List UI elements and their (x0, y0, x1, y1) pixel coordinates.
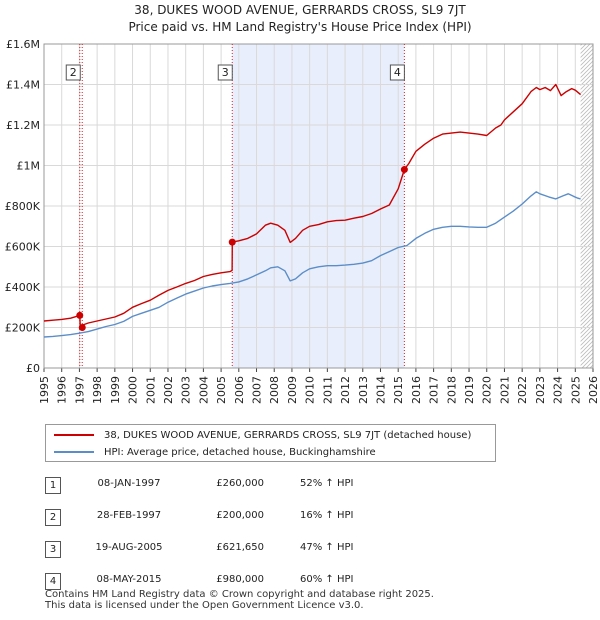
x-tick-label: 2022 (516, 376, 529, 404)
x-tick-label: 2011 (321, 376, 334, 404)
sale-marker (76, 311, 84, 319)
sale-marker (228, 238, 236, 246)
annotation-box: 2 (65, 64, 81, 81)
x-tick-label: 2026 (587, 376, 600, 404)
x-tick-label: 2023 (534, 376, 547, 404)
transaction-hpi-change: 16% ↑ HPI (300, 510, 354, 521)
transaction-hpi-change: 60% ↑ HPI (300, 574, 354, 585)
legend-item-hpi: HPI: Average price, detached house, Buck… (46, 443, 376, 461)
x-tick-label: 2025 (569, 376, 582, 404)
price-chart: £0 £200K £400K £600K £800K £1M £1.2M £1.4M £1.6M… (5, 38, 600, 404)
x-tick-label: 2012 (339, 376, 352, 404)
transaction-number: 3 (45, 541, 61, 558)
x-tick-label: 1998 (91, 376, 104, 404)
x-tick-label: 2021 (498, 376, 511, 404)
x-tick-label: 1995 (38, 376, 51, 404)
series-line-property (43, 83, 582, 329)
y-tick-label: £200K (5, 322, 41, 335)
x-tick-label: 2010 (304, 376, 317, 404)
x-tick-label: 2013 (357, 376, 370, 404)
y-tick-label: £1.2M (6, 119, 40, 132)
y-tick-label: £600K (5, 241, 41, 254)
legend-label-hpi: HPI: Average price, detached house, Buck… (104, 446, 376, 458)
legend-item-property: 38, DUKES WOOD AVENUE, GERRARDS CROSS, S… (46, 426, 471, 444)
transaction-number: 1 (45, 477, 61, 494)
x-tick-label: 2005 (215, 376, 228, 404)
transaction-date: 08-JAN-1997 (97, 478, 161, 489)
transaction-row: 1 08-JAN-1997 £260,000 52% ↑ HPI (45, 470, 445, 502)
transaction-row: 2 28-FEB-1997 £200,000 16% ↑ HPI (45, 502, 445, 534)
series-line-hpi (43, 191, 581, 338)
transaction-date: 28-FEB-1997 (96, 510, 162, 521)
y-tick-label: £1M (17, 160, 41, 173)
y-tick-label: £0 (26, 362, 40, 375)
legend-label-property: 38, DUKES WOOD AVENUE, GERRARDS CROSS, S… (104, 429, 472, 441)
sale-marker (400, 166, 408, 174)
chart-title-line-1: 38, DUKES WOOD AVENUE, GERRARDS CROSS, S… (134, 3, 466, 17)
chart-title: 38, DUKES WOOD AVENUE, GERRARDS CROSS, S… (0, 2, 600, 36)
footer-licence: This data is licensed under the Open Gov… (45, 600, 364, 611)
transaction-price: £621,650 (216, 542, 264, 553)
x-tick-label: 1999 (109, 376, 122, 404)
annotation-box-frame (217, 64, 233, 81)
x-tick-label: 2018 (445, 376, 458, 404)
x-tick-label: 2024 (552, 376, 565, 404)
x-tick-label: 2004 (197, 376, 210, 404)
transaction-price: £980,000 (216, 574, 264, 585)
x-tick-label: 2017 (428, 376, 441, 404)
y-tick-label: £1.6M (6, 38, 40, 51)
annotation-box: 4 (389, 64, 405, 81)
transaction-date: 19-AUG-2005 (95, 542, 163, 553)
transaction-number: 2 (45, 509, 61, 526)
chart-title-line-2: Price paid vs. HM Land Registry's House … (128, 20, 472, 34)
y-tick-label: £800K (5, 200, 41, 213)
annotation-box-frame (389, 64, 405, 81)
transaction-hpi-change: 47% ↑ HPI (300, 542, 354, 553)
annotation-box-label: 2 (70, 66, 77, 79)
transaction-number: 4 (45, 573, 61, 590)
x-tick-label: 2003 (180, 376, 193, 404)
x-tick-label: 2007 (251, 376, 264, 404)
annotation-box-frame (65, 64, 81, 81)
transaction-row: 4 08-MAY-2015 £980,000 60% ↑ HPI (45, 566, 445, 598)
transaction-price: £200,000 (216, 510, 264, 521)
x-tick-label: 2009 (286, 376, 299, 404)
legend-swatch-hpi (54, 451, 94, 453)
x-tick-label: 2016 (410, 376, 423, 404)
legend-swatch-property (54, 434, 94, 436)
annotation-box: 3 (217, 64, 233, 81)
footer: Contains HM Land Registry data © Crown c… (45, 589, 434, 611)
x-tick-label: 2019 (463, 376, 476, 404)
transaction-price: £260,000 (216, 478, 264, 489)
x-tick-label: 2006 (233, 376, 246, 404)
transaction-date: 08-MAY-2015 (96, 574, 162, 585)
x-tick-label: 2015 (392, 376, 405, 404)
x-tick-label: 2001 (144, 376, 157, 404)
y-tick-label: £1.4M (6, 79, 40, 92)
x-tick-label: 2000 (127, 376, 140, 404)
x-tick-label: 1996 (56, 376, 69, 404)
x-tick-label: 2008 (268, 376, 281, 404)
x-tick-label: 1997 (73, 376, 86, 404)
transaction-hpi-change: 52% ↑ HPI (300, 478, 354, 489)
transaction-row: 3 19-AUG-2005 £621,650 47% ↑ HPI (45, 534, 445, 566)
plot-border (43, 43, 594, 369)
footer-copyright: Contains HM Land Registry data © Crown c… (45, 589, 434, 600)
x-tick-label: 2002 (162, 376, 175, 404)
sale-marker (78, 324, 86, 331)
x-tick-label: 2014 (374, 376, 387, 404)
legend: 38, DUKES WOOD AVENUE, GERRARDS CROSS, S… (45, 424, 496, 462)
y-tick-label: £400K (5, 281, 41, 294)
annotation-box-label: 4 (394, 66, 401, 79)
x-tick-label: 2020 (481, 376, 494, 404)
annotation-box-label: 3 (222, 66, 229, 79)
